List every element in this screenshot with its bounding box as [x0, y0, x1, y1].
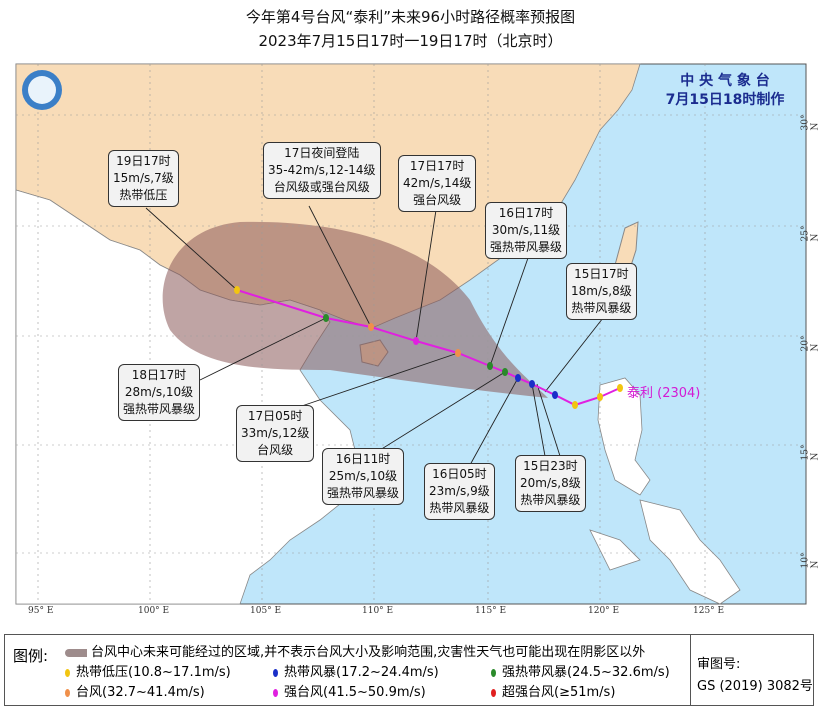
lon-tick: 105° E	[250, 606, 282, 616]
forecast-label: 18日17时 28m/s,10级 强热带风暴级	[118, 364, 201, 421]
map-title: 今年第4号台风“泰利”未来96小时路径概率预报图	[245, 8, 576, 26]
leader-line	[145, 207, 238, 291]
approval-label: 审图号:	[697, 657, 741, 672]
lat-tick: 10° N	[800, 552, 821, 569]
graticule	[16, 64, 806, 604]
approval-number: GS (2019) 3082号	[697, 679, 813, 694]
track-point	[552, 391, 558, 399]
leader-line	[469, 377, 519, 466]
td-dot-icon	[65, 668, 70, 677]
track-point	[455, 349, 461, 357]
lat-tick: 30° N	[800, 114, 821, 131]
forecast-label: 16日05时 23m/s,9级 热带风暴级	[424, 463, 495, 520]
lon-tick: 110° E	[362, 606, 394, 616]
typhoon-name-label: 泰利 (2304)	[627, 386, 701, 401]
leader-line	[415, 209, 437, 342]
leader-line	[379, 371, 506, 451]
track-point	[368, 323, 374, 331]
track-point	[597, 393, 603, 401]
forecast-label: 19日17时 15m/s,7级 热带低压	[108, 150, 179, 207]
lat-tick: 20° N	[800, 335, 821, 352]
approval-box: 审图号: GS (2019) 3082号	[689, 634, 814, 706]
lat-tick: 15° N	[800, 444, 821, 461]
legend: 图例: 台风中心未来可能经过的区域,并不表示台风大小及影响范围,灾害性天气也可能…	[4, 634, 691, 706]
lon-tick: 100° E	[138, 606, 170, 616]
issuer-block: 中 央 气 象 台 7月15日18时制作	[650, 72, 800, 110]
lon-tick: 95° E	[28, 606, 54, 616]
issue-time: 7月15日18时制作	[665, 92, 785, 108]
track-point	[515, 374, 521, 382]
taiwan-island	[614, 221, 639, 276]
legend-item: 台风(32.7~41.4m/s)	[65, 681, 205, 700]
forecast-label: 15日17时 18m/s,8级 热带风暴级	[566, 263, 637, 320]
lon-tick: 125° E	[693, 606, 725, 616]
issuer-name: 中 央 气 象 台	[680, 73, 770, 89]
forecast-label: 16日11时 25m/s,10级 强热带风暴级	[322, 448, 405, 505]
leader-line	[544, 317, 604, 393]
leader-line	[489, 257, 529, 367]
track-point	[413, 337, 419, 345]
track-point	[234, 286, 240, 294]
lat-tick: 25° N	[800, 225, 821, 242]
track-point	[323, 314, 329, 322]
leader-line	[531, 383, 546, 457]
legend-item: 热带风暴(17.2~24.4m/s)	[273, 661, 439, 680]
probability-cone	[162, 221, 548, 398]
track-point	[487, 362, 493, 370]
track-point	[572, 401, 578, 409]
leader-line	[536, 383, 561, 457]
legend-item: 强台风(41.5~50.9m/s)	[273, 681, 426, 700]
cone-icon	[65, 648, 87, 657]
ts-dot-icon	[273, 668, 278, 677]
leader-lines	[145, 205, 604, 466]
forecast-label: 16日17时 30m/s,11级 强热带风暴级	[485, 202, 568, 259]
sty-dot-icon	[273, 688, 278, 697]
lon-tick: 115° E	[475, 606, 507, 616]
track-point	[502, 368, 508, 376]
legend-item: 强热带风暴(24.5~32.6m/s)	[491, 661, 670, 680]
legend-item: 超强台风(≥51m/s)	[491, 681, 615, 700]
leader-line	[289, 352, 459, 411]
supty-dot-icon	[491, 688, 496, 697]
legend-title: 图例:	[13, 647, 49, 665]
forecast-label: 17日夜间登陆 35-42m/s,12-14级 台风级或强台风级	[263, 142, 381, 199]
cma-logo-inner	[28, 76, 56, 104]
forecast-label: 15日23时 20m/s,8级 热带风暴级	[515, 455, 586, 512]
sts-dot-icon	[491, 668, 496, 677]
map-subtitle: 2023年7月15日17时一19日17时（北京时）	[258, 32, 563, 50]
philippines-land	[589, 377, 741, 605]
lon-tick: 120° E	[588, 606, 620, 616]
ty-dot-icon	[65, 688, 70, 697]
track-point	[617, 384, 623, 392]
leader-line	[308, 205, 372, 328]
legend-item: 热带低压(10.8~17.1m/s)	[65, 661, 231, 680]
leader-line	[199, 317, 327, 381]
forecast-label: 17日17时 42m/s,14级 强台风级	[398, 155, 477, 212]
legend-cone: 台风中心未来可能经过的区域,并不表示台风大小及影响范围,灾害性天气也可能出现在阴…	[65, 641, 645, 660]
track-point	[529, 380, 535, 388]
forecast-label: 17日05时 33m/s,12级 台风级	[236, 405, 315, 462]
